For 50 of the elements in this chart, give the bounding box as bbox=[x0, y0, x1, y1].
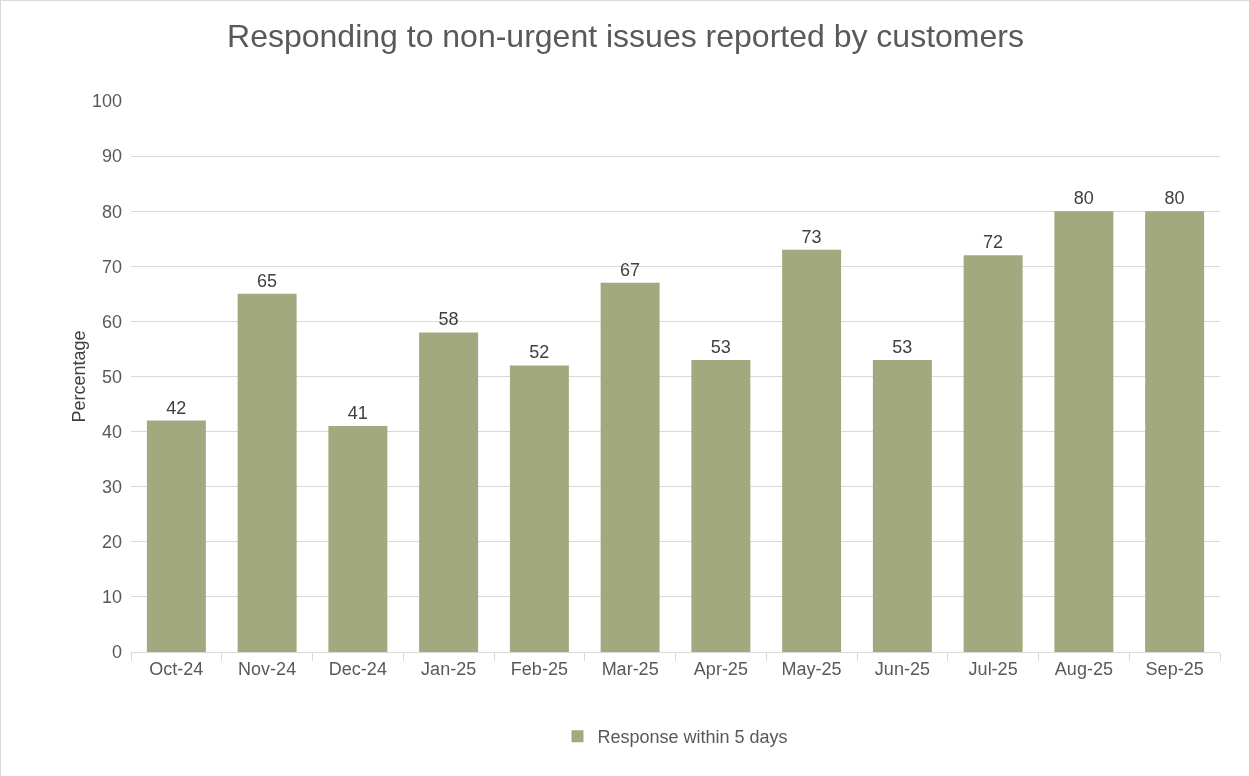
x-tick-label: Jun-25 bbox=[874, 658, 930, 679]
bar bbox=[328, 426, 388, 652]
x-tick-label: Jul-25 bbox=[968, 658, 1018, 679]
y-tick-label: 40 bbox=[101, 421, 122, 442]
bar bbox=[1054, 211, 1114, 652]
x-tick-label: Mar-25 bbox=[601, 658, 659, 679]
bar bbox=[691, 359, 751, 652]
x-tick-label: Dec-24 bbox=[328, 658, 387, 679]
x-tick-label: Nov-24 bbox=[238, 658, 297, 679]
x-tick-label: Aug-25 bbox=[1054, 658, 1113, 679]
data-label: 80 bbox=[1164, 188, 1185, 209]
data-label: 53 bbox=[710, 336, 731, 357]
data-label: 65 bbox=[257, 270, 278, 291]
data-label: 73 bbox=[801, 226, 822, 247]
x-tick-label: Sep-25 bbox=[1145, 658, 1204, 679]
y-tick-label: 90 bbox=[101, 146, 122, 167]
data-label: 41 bbox=[347, 403, 368, 424]
y-axis-title: Percentage bbox=[69, 330, 89, 423]
x-tick-label: Feb-25 bbox=[510, 658, 568, 679]
y-tick-label: 60 bbox=[101, 311, 122, 332]
y-tick-label: 10 bbox=[101, 587, 122, 608]
y-tick-label: 80 bbox=[101, 201, 122, 222]
bar bbox=[963, 255, 1023, 652]
y-tick-label: 0 bbox=[111, 642, 122, 663]
bar bbox=[146, 420, 206, 652]
y-tick-label: 30 bbox=[101, 477, 122, 497]
bar bbox=[237, 293, 297, 652]
data-label: 42 bbox=[166, 397, 187, 418]
data-label: 58 bbox=[438, 309, 459, 330]
y-tick-label: 50 bbox=[101, 366, 122, 387]
bar bbox=[600, 282, 660, 652]
bar bbox=[1145, 211, 1205, 652]
data-label: 72 bbox=[983, 232, 1004, 253]
data-label: 80 bbox=[1073, 188, 1094, 209]
bar bbox=[782, 249, 842, 652]
x-tick-label: Jan-25 bbox=[421, 658, 477, 679]
data-label: 52 bbox=[529, 342, 550, 363]
y-tick-label: 20 bbox=[101, 532, 122, 553]
y-tick-label: 100 bbox=[91, 91, 122, 112]
y-tick-label: 70 bbox=[101, 256, 122, 277]
data-label: 53 bbox=[892, 336, 913, 357]
bar bbox=[419, 332, 479, 652]
x-tick-label: Apr-25 bbox=[693, 658, 748, 679]
legend-label: Response within 5 days bbox=[597, 727, 788, 748]
x-tick-label: May-25 bbox=[781, 658, 842, 679]
chart-title: Responding to non-urgent issues reported by customers bbox=[227, 17, 1024, 54]
bar bbox=[872, 359, 932, 652]
data-label: 67 bbox=[620, 259, 641, 280]
x-tick-label: Oct-24 bbox=[149, 658, 204, 679]
bar bbox=[509, 365, 569, 652]
